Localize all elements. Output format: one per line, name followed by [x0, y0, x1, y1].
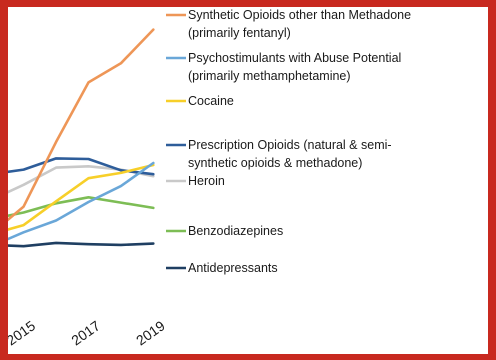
series-lines: [8, 28, 155, 248]
legend-item-prescription-opioids-natural-semi: Prescription Opioids (natural & semi-syn…: [166, 138, 392, 170]
x-tick-label: 2017: [68, 317, 103, 348]
legend-label: synthetic opioids & methadone): [188, 156, 362, 170]
legend-label: Benzodiazepines: [188, 224, 283, 238]
legend-label: Prescription Opioids (natural & semi-: [188, 138, 392, 152]
series-line-antidepressants: [8, 241, 155, 248]
legend: Synthetic Opioids other than Methadone (p…: [166, 8, 411, 275]
legend-label: (primarily methamphetamine): [188, 69, 351, 83]
legend-item-synthetic-opioids-other-than-methadone: Synthetic Opioids other than Methadone (p…: [166, 8, 411, 40]
series-line-synthetic-opioids-other-than-methadone: [8, 28, 155, 222]
x-tick-label: 2019: [133, 317, 168, 348]
legend-item-psychostimulants-with-abuse-potential: Psychostimulants with Abuse Potential (pr…: [166, 51, 401, 83]
chart-frame: 2015 2017 2019 Synthetic Opioids other tha…: [8, 7, 488, 354]
legend-item-cocaine: Cocaine: [166, 94, 234, 108]
legend-item-antidepressants: Antidepressants: [166, 261, 278, 275]
series-line-cocaine: [8, 163, 155, 231]
legend-label: (primarily fentanyl): [188, 26, 291, 40]
series-line-psychostimulants-with-abuse-potential: [8, 161, 155, 241]
legend-label: Antidepressants: [188, 261, 278, 275]
legend-label: Psychostimulants with Abuse Potential: [188, 51, 401, 65]
legend-label: Heroin: [188, 174, 225, 188]
legend-item-benzodiazepines: Benzodiazepines: [166, 224, 283, 238]
x-axis-ticks: 2015 2017 2019: [8, 317, 168, 348]
series-line-prescription-opioids-natural-semi: [8, 157, 155, 176]
legend-item-heroin: Heroin: [166, 174, 225, 188]
x-tick-label: 2015: [8, 317, 38, 348]
line-chart: 2015 2017 2019 Synthetic Opioids other tha…: [8, 8, 411, 348]
legend-label: Cocaine: [188, 94, 234, 108]
legend-label: Synthetic Opioids other than Methadone: [188, 8, 411, 22]
series-line-benzodiazepines: [8, 196, 155, 218]
